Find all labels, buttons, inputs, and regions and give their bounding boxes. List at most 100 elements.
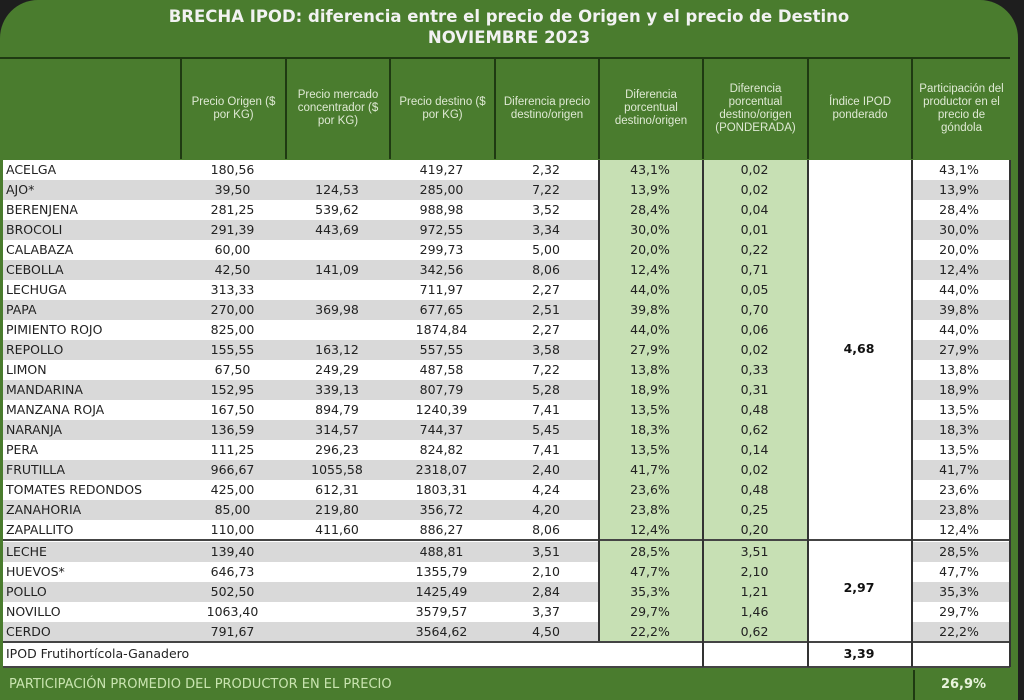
table-row: PIMIENTO ROJO 825,00 1874,84 2,27 44,0% 0,06 4… bbox=[3, 320, 1010, 340]
row-name: AJO* bbox=[6, 182, 35, 197]
cell-mercado: 339,13 bbox=[315, 382, 359, 397]
cell-destino: 557,55 bbox=[419, 342, 464, 357]
cell-pct: 13,5% bbox=[598, 400, 702, 420]
cell-pct: 23,6% bbox=[598, 480, 702, 500]
column-header: Participación del productor en el precio… bbox=[911, 58, 1010, 159]
table-row: POLLO 502,50 1425,49 2,84 35,3% 1,21 35,3% bbox=[3, 582, 1010, 602]
row-name: LECHUGA bbox=[6, 282, 67, 297]
column-header: Diferencia porcentual destino/origen bbox=[598, 58, 702, 159]
row-name: CERDO bbox=[6, 624, 51, 639]
cell-destino: 3579,57 bbox=[415, 604, 468, 619]
cell-dif: 7,41 bbox=[532, 442, 560, 457]
cell-pct: 30,0% bbox=[598, 220, 702, 240]
column-divider bbox=[911, 160, 913, 667]
cell-part: 22,2% bbox=[939, 624, 979, 639]
cell-pond: 0,48 bbox=[702, 480, 807, 500]
index-blank bbox=[807, 520, 911, 540]
ipod-index-value: 2,97 bbox=[843, 580, 875, 595]
row-name: PERA bbox=[6, 442, 39, 457]
cell-mercado: 612,31 bbox=[315, 482, 359, 497]
table-row: MANZANA ROJA 167,50 894,79 1240,39 7,41 13,5%… bbox=[3, 400, 1010, 420]
row-name: LECHE bbox=[6, 544, 47, 559]
index-blank bbox=[807, 562, 911, 582]
index-blank bbox=[807, 300, 911, 320]
cell-part: 44,0% bbox=[939, 322, 979, 337]
column-header: Diferencia precio destino/origen bbox=[494, 58, 598, 159]
cell-mercado bbox=[285, 582, 389, 602]
row-name: MANZANA ROJA bbox=[6, 402, 105, 417]
cell-pond: 0,06 bbox=[702, 320, 807, 340]
index-blank bbox=[807, 160, 911, 180]
cell-part: 23,6% bbox=[939, 482, 979, 497]
cell-part: 18,3% bbox=[939, 422, 979, 437]
table-row: CALABAZA 60,00 299,73 5,00 20,0% 0,22 20,0% bbox=[3, 240, 1010, 260]
cell-destino: 1425,49 bbox=[415, 584, 468, 599]
cell-mercado bbox=[285, 542, 389, 562]
cell-pct: 44,0% bbox=[598, 280, 702, 300]
cell-mercado bbox=[285, 320, 389, 340]
index-blank bbox=[807, 360, 911, 380]
table-row: CERDO 791,67 3564,62 4,50 22,2% 0,62 22,2% bbox=[3, 622, 1010, 642]
table-row: CEBOLLA 42,50 141,09 342,56 8,06 12,4% 0,71 12,… bbox=[3, 260, 1010, 280]
cell-pond: 0,02 bbox=[702, 460, 807, 480]
cell-origen: 966,67 bbox=[210, 462, 255, 477]
header-top-rule bbox=[0, 57, 1010, 59]
row-name: MANDARINA bbox=[6, 382, 83, 397]
cell-part: 30,0% bbox=[939, 222, 979, 237]
cell-origen: 270,00 bbox=[210, 302, 255, 317]
cell-pond: 0,20 bbox=[702, 520, 807, 540]
column-header: Precio Origen ($ por KG) bbox=[180, 58, 285, 159]
column-divider bbox=[702, 160, 704, 667]
cell-dif: 2,10 bbox=[532, 564, 560, 579]
cell-dif: 2,51 bbox=[532, 302, 560, 317]
table-row: TOMATES REDONDOS 425,00 612,31 1803,31 4,24 2… bbox=[3, 480, 1010, 500]
row-name: ZANAHORIA bbox=[6, 502, 82, 517]
cell-dif: 2,32 bbox=[532, 162, 560, 177]
cell-part: 12,4% bbox=[939, 262, 979, 277]
cell-dif: 7,41 bbox=[532, 402, 560, 417]
row-separator bbox=[3, 641, 1010, 643]
cell-dif: 8,06 bbox=[532, 262, 560, 277]
row-name: NARANJA bbox=[6, 422, 62, 437]
index-blank bbox=[807, 340, 911, 360]
cell-pond: 0,33 bbox=[702, 360, 807, 380]
cell-pond: 1,46 bbox=[702, 602, 807, 622]
row-name: LIMON bbox=[6, 362, 47, 377]
cell-dif: 8,06 bbox=[532, 522, 560, 537]
table-row: ZAPALLITO 110,00 411,60 886,27 8,06 12,4% 0,20… bbox=[3, 520, 1010, 540]
cell-mercado bbox=[285, 160, 389, 180]
cell-pond: 0,04 bbox=[702, 200, 807, 220]
cell-dif: 2,40 bbox=[532, 462, 560, 477]
cell-destino: 744,37 bbox=[419, 422, 464, 437]
cell-origen: 67,50 bbox=[214, 362, 251, 377]
cell-origen: 502,50 bbox=[210, 584, 255, 599]
cell-destino: 886,27 bbox=[419, 522, 464, 537]
cell-destino: 807,79 bbox=[419, 382, 464, 397]
cell-part: 20,0% bbox=[939, 242, 979, 257]
cell-pct: 13,9% bbox=[598, 180, 702, 200]
table-row: MANDARINA 152,95 339,13 807,79 5,28 18,9% 0,31… bbox=[3, 380, 1010, 400]
row-name: CALABAZA bbox=[6, 242, 74, 257]
cell-pct: 28,5% bbox=[598, 542, 702, 562]
cell-mercado bbox=[285, 562, 389, 582]
index-blank bbox=[807, 280, 911, 300]
cell-part: 13,9% bbox=[939, 182, 979, 197]
cell-origen: 139,40 bbox=[210, 544, 255, 559]
index-blank bbox=[807, 240, 911, 260]
row-name: REPOLLO bbox=[6, 342, 64, 357]
cell-origen: 646,73 bbox=[210, 564, 255, 579]
cell-part: 44,0% bbox=[939, 282, 979, 297]
cell-mercado bbox=[285, 622, 389, 642]
cell-pond: 3,51 bbox=[702, 542, 807, 562]
cell-mercado: 894,79 bbox=[315, 402, 359, 417]
cell-pond: 0,25 bbox=[702, 500, 807, 520]
index-blank bbox=[807, 260, 911, 280]
cell-destino: 356,72 bbox=[419, 502, 464, 517]
cell-dif: 7,22 bbox=[532, 362, 560, 377]
row-separator bbox=[3, 539, 1010, 541]
cell-pct: 43,1% bbox=[598, 160, 702, 180]
total-label: IPOD Frutihortícola-Ganadero bbox=[6, 646, 190, 661]
column-header: Índice IPOD ponderado bbox=[807, 58, 911, 159]
cell-dif: 5,00 bbox=[532, 242, 560, 257]
cell-destino: 1240,39 bbox=[415, 402, 468, 417]
